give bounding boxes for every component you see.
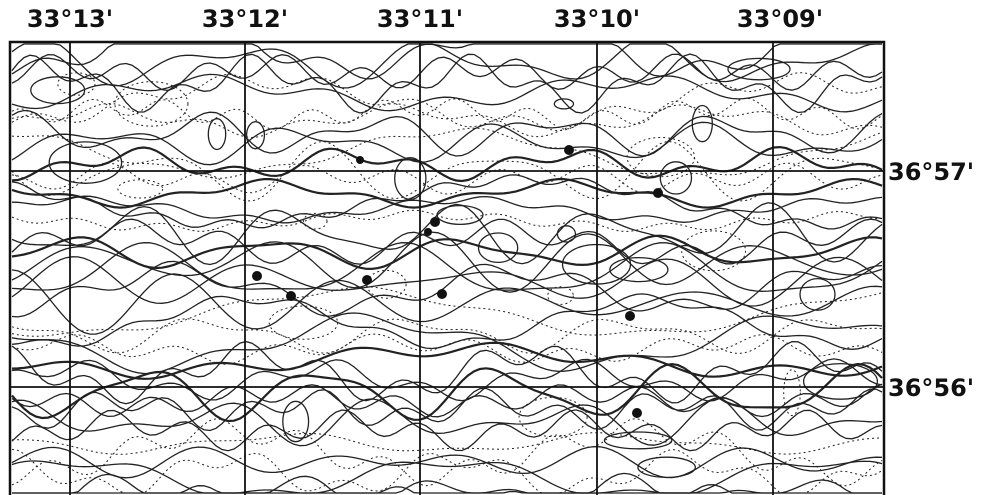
survey-point bbox=[286, 291, 296, 301]
map-frame bbox=[10, 42, 884, 495]
survey-point bbox=[564, 145, 574, 155]
survey-point bbox=[625, 311, 635, 321]
survey-point bbox=[424, 228, 432, 236]
contour-line bbox=[12, 313, 882, 374]
contour-loop bbox=[554, 99, 573, 109]
latitude-labels: 36°57' 36°56' bbox=[888, 158, 974, 402]
contour-loop bbox=[118, 180, 163, 198]
contour-loop bbox=[208, 119, 225, 150]
contour-loop bbox=[31, 77, 85, 104]
survey-point bbox=[252, 271, 262, 281]
contour-loop bbox=[784, 370, 801, 416]
contour-line bbox=[12, 334, 882, 364]
survey-point bbox=[356, 156, 364, 164]
contour-loop bbox=[804, 364, 878, 400]
survey-point bbox=[362, 275, 372, 285]
contour-loop bbox=[548, 287, 574, 305]
survey-point bbox=[632, 408, 642, 418]
graticule bbox=[10, 42, 884, 495]
topographic-map: 33°13' 33°12' 33°11' 33°10' 33°09' 36°57… bbox=[0, 0, 992, 495]
longitude-label: 33°10' bbox=[554, 5, 640, 33]
contour-line bbox=[12, 359, 882, 401]
contour-line bbox=[12, 410, 882, 451]
contour-line bbox=[12, 54, 882, 113]
contour-line bbox=[12, 98, 882, 129]
contour-line bbox=[12, 73, 882, 131]
latitude-label: 36°57' bbox=[888, 158, 974, 186]
contour-line bbox=[12, 261, 882, 317]
contour-loop bbox=[660, 162, 691, 194]
latitude-label: 36°56' bbox=[888, 374, 974, 402]
contour-loop bbox=[395, 158, 426, 200]
longitude-label: 33°12' bbox=[202, 5, 288, 33]
contour-line bbox=[12, 243, 882, 292]
longitude-label: 33°13' bbox=[27, 5, 113, 33]
contour-line bbox=[12, 398, 882, 446]
contour-loop bbox=[800, 279, 835, 311]
contour-line bbox=[12, 461, 882, 493]
contour-line bbox=[12, 203, 882, 265]
contour-loop bbox=[247, 122, 265, 149]
survey-point bbox=[437, 289, 447, 299]
contour-line bbox=[12, 319, 882, 354]
contour-loop bbox=[437, 206, 483, 225]
longitude-labels: 33°13' 33°12' 33°11' 33°10' 33°09' bbox=[27, 5, 823, 33]
longitude-label: 33°11' bbox=[377, 5, 463, 33]
contour-line bbox=[12, 294, 882, 349]
contour-line bbox=[12, 163, 882, 194]
contour-line bbox=[12, 473, 882, 493]
survey-point bbox=[430, 217, 440, 227]
contour-line bbox=[12, 219, 882, 264]
longitude-label: 33°09' bbox=[737, 5, 823, 33]
survey-point bbox=[653, 188, 663, 198]
contour-loop bbox=[638, 457, 695, 477]
contour-line bbox=[12, 433, 882, 455]
contour-lines bbox=[12, 44, 882, 493]
contour-loop bbox=[58, 73, 95, 95]
